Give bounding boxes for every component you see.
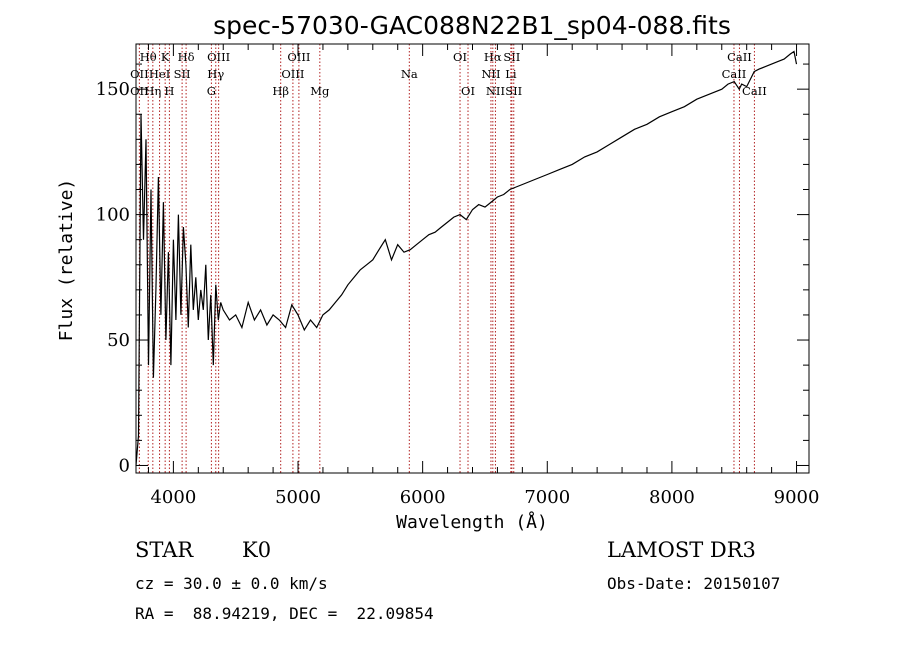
- spectral-line-label: OIII: [207, 50, 230, 64]
- spectral-line-label: NII: [486, 84, 505, 98]
- spectral-line-label: Hθ: [140, 50, 157, 64]
- spectral-line-label: G: [207, 84, 216, 98]
- x-tick-label: 6000: [400, 487, 446, 508]
- spectral-line-label: Hβ: [272, 84, 289, 98]
- spectral-line-label: CaII: [722, 67, 747, 81]
- spectral-line-label: OI: [461, 84, 475, 98]
- y-tick-label: 0: [119, 455, 130, 476]
- spectral-line-label: OII: [130, 84, 149, 98]
- spectral-line-label: Na: [401, 67, 418, 81]
- x-tick-label: 7000: [524, 487, 570, 508]
- survey-name: LAMOST DR3: [607, 538, 756, 562]
- spectral-line-label: Mg: [310, 84, 330, 98]
- y-tick-label: 100: [96, 205, 130, 226]
- spectral-line-label: Hη: [144, 84, 161, 98]
- spectral-line-label: OI: [453, 50, 467, 64]
- chart-title: spec-57030-GAC088N22B1_sp04-088.fits: [213, 11, 731, 40]
- axis-ticks-layer: 4000 5000 6000 7000 8000 9000 0 50 100 150: [96, 44, 820, 508]
- spectral-line-label: H: [164, 84, 174, 98]
- spectral-line-label: K: [161, 50, 170, 64]
- x-axis-label: Wavelength (Å): [396, 511, 548, 533]
- spectral-line-label: SII: [503, 50, 520, 64]
- spectral-line-label: Hδ: [178, 50, 195, 64]
- spectral-line-label: Hγ: [207, 67, 224, 81]
- spectral-line-label: OIII: [281, 67, 304, 81]
- observation-date: Obs-Date: 20150107: [607, 574, 781, 593]
- spectral-line-label: Hα: [484, 50, 502, 64]
- spectral-line-label: OIII: [287, 50, 310, 64]
- y-axis-label: Flux (relative): [56, 179, 77, 342]
- x-tick-label: 8000: [649, 487, 695, 508]
- spectral-line-label: NII: [481, 67, 500, 81]
- x-tick-label: 5000: [275, 487, 321, 508]
- spectral-line-label: SII: [174, 67, 191, 81]
- spectral-line-label: CaII: [727, 50, 752, 64]
- y-tick-label: 150: [96, 79, 130, 100]
- x-tick-label: 4000: [150, 487, 196, 508]
- plot-frame: [135, 43, 810, 474]
- spectral-line-label: OII: [130, 67, 149, 81]
- x-tick-label: 9000: [774, 487, 820, 508]
- spectral-line-label: Li: [505, 67, 517, 81]
- coordinates: RA = 88.94219, DEC = 22.09854: [135, 604, 434, 623]
- spectral-line-label: HeI: [149, 67, 170, 81]
- object-class: STAR: [135, 538, 194, 562]
- redshift-value: cz = 30.0 ± 0.0 km/s: [135, 574, 328, 593]
- spectrum-line: [135, 50, 798, 466]
- spectral-line-label: SII: [505, 84, 522, 98]
- spectral-line-label: CaII: [742, 84, 767, 98]
- y-tick-label: 50: [107, 330, 130, 351]
- object-subclass: K0: [242, 538, 272, 562]
